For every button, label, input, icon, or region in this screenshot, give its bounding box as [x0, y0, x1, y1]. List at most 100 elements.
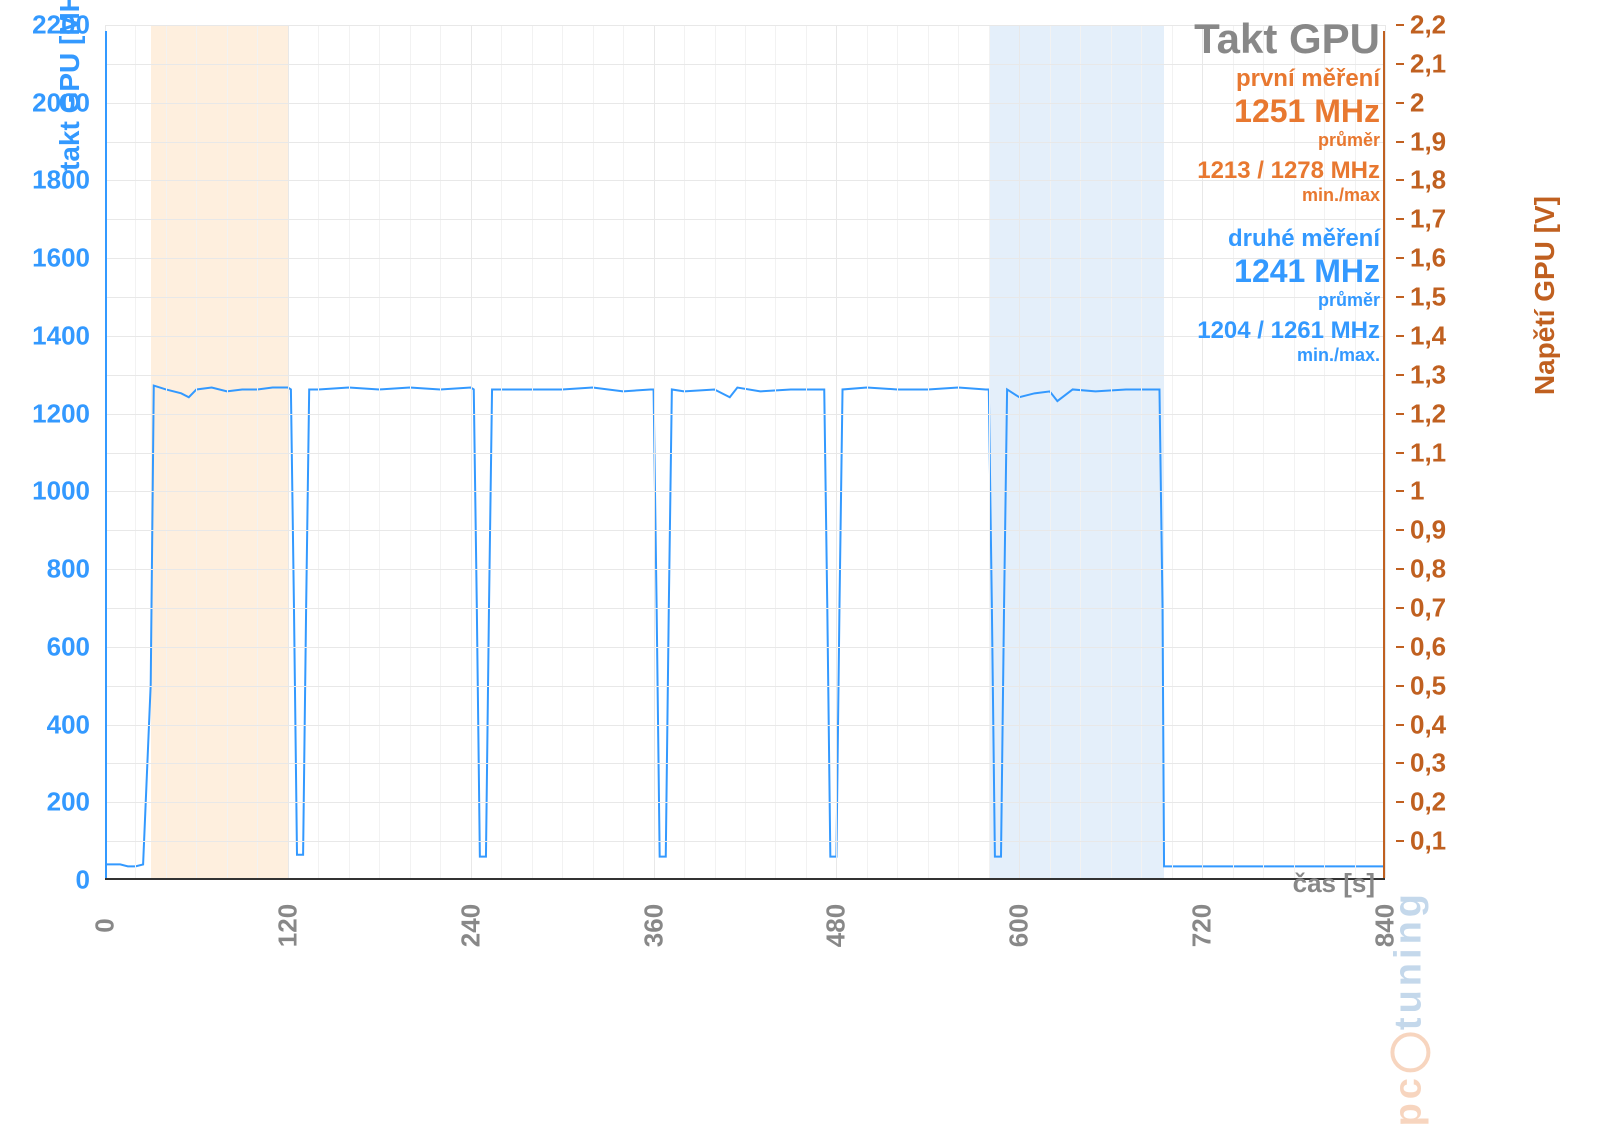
y-axis-left-label: takt GPU [MHz] [54, 0, 86, 171]
gridline-h [105, 336, 1385, 337]
y-tick-right: 1,1 [1410, 437, 1500, 468]
gridline-h [105, 686, 1385, 687]
gridline-h [105, 763, 1385, 764]
tick-mark [1396, 24, 1404, 26]
gridline-v [623, 25, 624, 878]
y-tick-right: 1,7 [1410, 204, 1500, 235]
clock-icon [1390, 1032, 1430, 1072]
tick-mark [1396, 685, 1404, 687]
gridline-v [227, 25, 228, 878]
gridline-h [105, 491, 1385, 492]
tick-mark [1396, 374, 1404, 376]
y-tick-left: 1600 [0, 243, 90, 274]
anno-first-sub: průměr [1197, 130, 1380, 151]
anno-first-minmax: 1213 / 1278 MHz [1197, 157, 1380, 185]
gridline-v [471, 25, 472, 878]
y-tick-left: 800 [0, 554, 90, 585]
gridline-v [410, 25, 411, 878]
tick-mark [1396, 607, 1404, 609]
gridline-h [105, 375, 1385, 376]
gridline-v [1019, 25, 1020, 878]
tick-mark [1396, 413, 1404, 415]
tick-mark [1396, 63, 1404, 65]
tick-mark [1396, 490, 1404, 492]
anno-second-label: druhé měření [1197, 225, 1380, 253]
annotation-second: druhé měření 1241 MHz průměr 1204 / 1261… [1197, 225, 1380, 366]
x-axis-label: čas [s] [1293, 868, 1375, 899]
plot-area [105, 25, 1385, 880]
annotation-first: první měření 1251 MHz průměr 1213 / 1278… [1197, 65, 1380, 206]
y-tick-right: 0,8 [1410, 554, 1500, 585]
gridline-v [745, 25, 746, 878]
y-tick-left: 1000 [0, 476, 90, 507]
gridline-v [257, 25, 258, 878]
x-axis: 0120240360480600720840 [105, 880, 1385, 980]
gridline-v [897, 25, 898, 878]
gridline-h [105, 608, 1385, 609]
y-tick-right: 2,2 [1410, 10, 1500, 41]
tick-mark [1396, 218, 1404, 220]
y-tick-left: 0 [0, 865, 90, 896]
y-axis-right: 0,10,20,30,40,50,60,70,80,911,11,21,31,4… [1400, 25, 1600, 880]
tick-mark [1396, 102, 1404, 104]
gridline-v [288, 25, 289, 878]
tick-mark [1396, 335, 1404, 337]
plot-surface [105, 25, 1385, 880]
gridline-h [105, 64, 1385, 65]
gridline-v [836, 25, 837, 878]
gridline-v [958, 25, 959, 878]
gridline-v [501, 25, 502, 878]
gridline-v [989, 25, 990, 878]
x-tick: 120 [272, 904, 303, 947]
gridline-h [105, 453, 1385, 454]
anno-second-sub: průměr [1197, 290, 1380, 311]
x-tick: 720 [1187, 904, 1218, 947]
x-tick: 600 [1004, 904, 1035, 947]
gridline-v [654, 25, 655, 878]
gridline-v [1111, 25, 1112, 878]
gridline-h [105, 25, 1385, 26]
chart-title: Takt GPU [1194, 15, 1380, 63]
gridline-h [105, 569, 1385, 570]
gridline-v [684, 25, 685, 878]
y-axis-right-label: Napětí GPU [V] [1529, 196, 1561, 395]
gridline-h [105, 841, 1385, 842]
x-tick: 360 [638, 904, 669, 947]
tick-mark [1396, 840, 1404, 842]
y-tick-right: 1,4 [1410, 320, 1500, 351]
gridline-h [105, 142, 1385, 143]
y-tick-right: 2 [1410, 87, 1500, 118]
x-tick: 240 [455, 904, 486, 947]
tick-mark [1396, 257, 1404, 259]
y-tick-right: 0,3 [1410, 748, 1500, 779]
gridline-h [105, 258, 1385, 259]
anno-second-value: 1241 MHz [1197, 253, 1380, 290]
anno-first-minmaxsub: min./max [1197, 185, 1380, 206]
y-tick-right: 1,2 [1410, 398, 1500, 429]
tick-mark [1396, 296, 1404, 298]
y-tick-right: 1,8 [1410, 165, 1500, 196]
anno-first-label: první měření [1197, 65, 1380, 93]
gridline-v [1080, 25, 1081, 878]
y-tick-right: 0,9 [1410, 515, 1500, 546]
gridline-v [1050, 25, 1051, 878]
y-tick-right: 0,1 [1410, 826, 1500, 857]
gridline-v [1385, 25, 1386, 878]
gridline-h [105, 414, 1385, 415]
anno-first-value: 1251 MHz [1197, 93, 1380, 130]
y-tick-right: 0,4 [1410, 709, 1500, 740]
gridline-v [928, 25, 929, 878]
gridline-v [349, 25, 350, 878]
gridline-h [105, 647, 1385, 648]
tick-mark [1396, 646, 1404, 648]
watermark-right: tuning [1387, 890, 1429, 1030]
watermark: pctuning [1387, 890, 1430, 1126]
gridline-v [196, 25, 197, 878]
y-tick-left: 200 [0, 787, 90, 818]
gridline-v [135, 25, 136, 878]
right-axis-line [1383, 31, 1385, 878]
tick-mark [1396, 452, 1404, 454]
gridline-v [806, 25, 807, 878]
tick-mark [1396, 568, 1404, 570]
gridline-h [105, 530, 1385, 531]
